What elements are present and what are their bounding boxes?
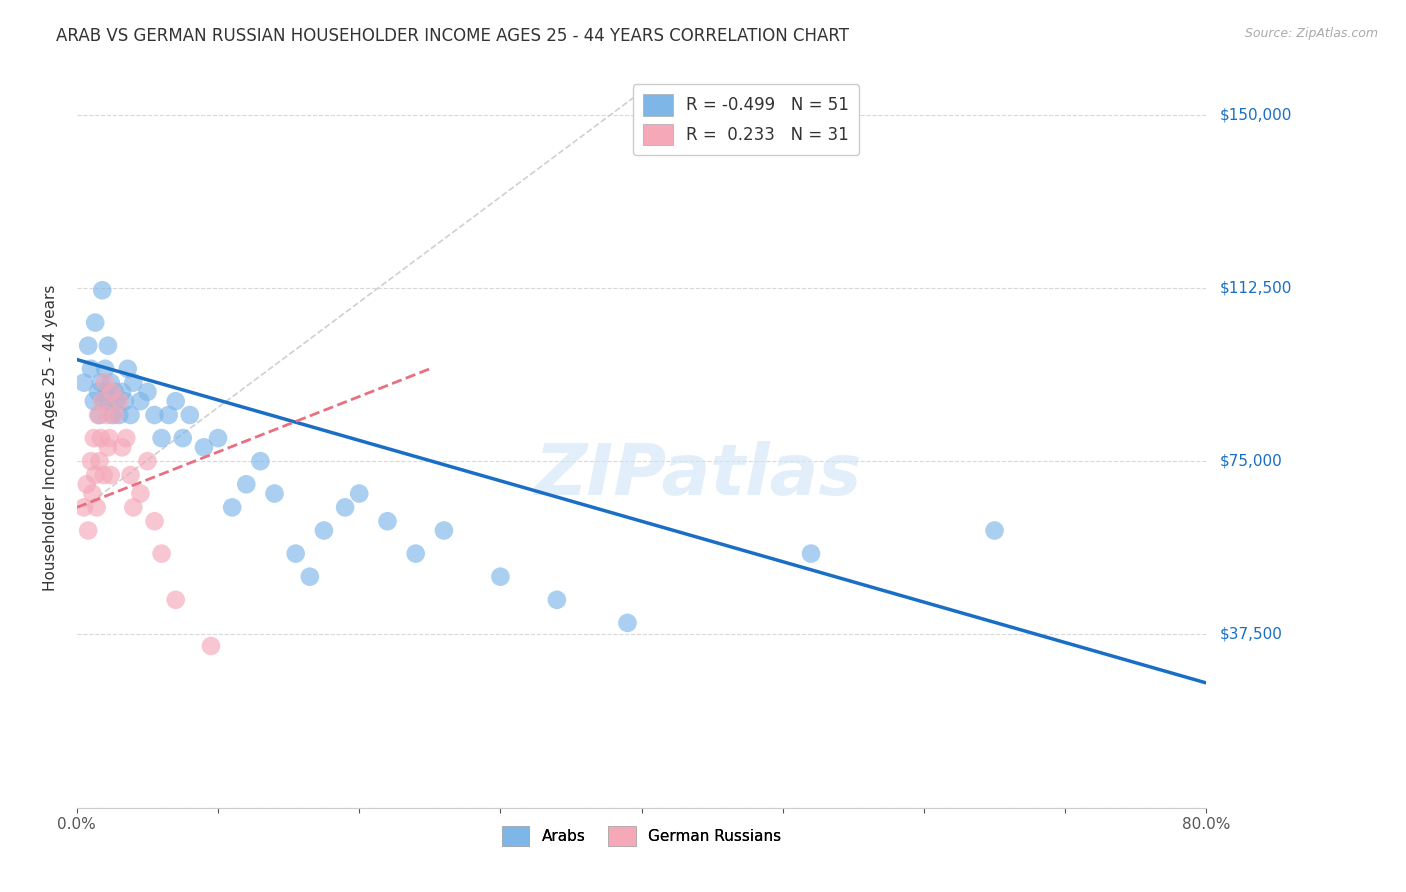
Point [96,408,118,422]
Point [100,468,122,483]
Point [101,384,124,399]
Point [82,486,104,500]
Point [90,431,112,445]
Point [377,514,399,528]
Point [98,394,121,409]
Point [546,592,568,607]
Point [157,408,180,422]
Point [86,500,108,515]
Point [100,376,122,390]
Point [84,468,107,483]
Point [143,408,166,422]
Point [111,384,134,399]
Point [101,408,124,422]
Text: ZIPatlas: ZIPatlas [534,441,862,509]
Point [150,547,173,561]
Point [298,570,321,584]
Point [117,361,139,376]
Point [120,468,142,483]
Point [104,408,127,422]
Point [207,431,229,445]
Text: $75,000: $75,000 [1220,454,1282,468]
Point [143,514,166,528]
Point [80,454,103,468]
Point [87,408,110,422]
Point [312,524,335,538]
Point [97,339,120,353]
Point [800,547,823,561]
Point [98,431,121,445]
Point [136,454,159,468]
Point [333,500,356,515]
Point [93,394,115,409]
Point [76,477,98,491]
Point [83,431,105,445]
Point [73,500,96,515]
Point [284,547,307,561]
Point [193,441,215,455]
Point [84,316,107,330]
Point [108,394,131,409]
Point [96,384,118,399]
Point [120,408,142,422]
Point [83,394,105,409]
Point [165,394,187,409]
Text: $37,500: $37,500 [1220,627,1284,642]
Point [108,408,131,422]
Point [104,384,127,399]
Point [179,408,201,422]
Point [111,441,134,455]
Point [89,454,111,468]
Point [91,283,114,297]
Point [90,376,112,390]
Point [249,454,271,468]
Point [347,486,370,500]
Point [172,431,194,445]
Point [93,468,115,483]
Point [77,524,100,538]
Point [115,431,138,445]
Point [616,615,638,630]
Text: ARAB VS GERMAN RUSSIAN HOUSEHOLDER INCOME AGES 25 - 44 YEARS CORRELATION CHART: ARAB VS GERMAN RUSSIAN HOUSEHOLDER INCOM… [56,27,849,45]
Point [165,592,187,607]
Point [489,570,512,584]
Point [73,376,96,390]
Point [87,384,110,399]
Legend: Arabs, German Russians: Arabs, German Russians [496,820,787,852]
Point [433,524,456,538]
Point [983,524,1005,538]
Text: $112,500: $112,500 [1220,280,1292,295]
Point [97,441,120,455]
Point [94,376,117,390]
Point [91,394,114,409]
Text: $150,000: $150,000 [1220,107,1292,122]
Text: Source: ZipAtlas.com: Source: ZipAtlas.com [1244,27,1378,40]
Point [136,384,159,399]
Point [263,486,285,500]
Point [200,639,222,653]
Point [405,547,427,561]
Point [80,361,103,376]
Point [89,408,111,422]
Point [105,394,128,409]
Point [114,394,136,409]
Point [235,477,257,491]
Point [94,361,117,376]
Point [129,486,152,500]
Point [129,394,152,409]
Point [150,431,173,445]
Point [122,376,145,390]
Point [77,339,100,353]
Point [122,500,145,515]
Y-axis label: Householder Income Ages 25 - 44 years: Householder Income Ages 25 - 44 years [44,285,58,591]
Point [221,500,243,515]
